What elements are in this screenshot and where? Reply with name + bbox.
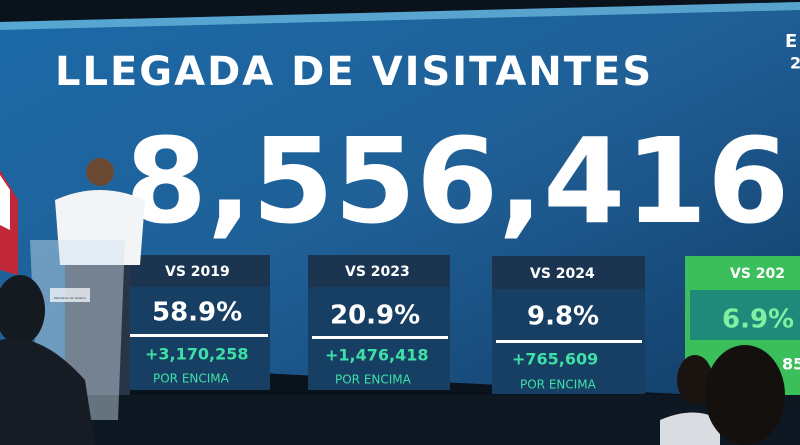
audience-body (0, 338, 95, 445)
head (86, 158, 114, 186)
title: LLEGADA DE VISITANTES (55, 49, 653, 95)
card-head (492, 256, 645, 289)
card-head (125, 255, 270, 287)
card-percent: 58.9% (152, 298, 242, 328)
card-head (308, 255, 450, 287)
screen-edge (0, 2, 800, 30)
card-percent: 9.8% (527, 302, 599, 332)
podium-logo (50, 288, 90, 302)
divider (312, 336, 448, 339)
card-label: VS 2024 (530, 266, 595, 282)
card-label: VS 2019 (165, 264, 230, 280)
total: 8,556,416 (125, 112, 789, 250)
card-label: VS 2023 (345, 264, 410, 280)
card: VS 2024 9.8% +765,609 POR ENCIMA (492, 256, 645, 394)
divider (496, 340, 642, 343)
card-note: POR ENCIMA (520, 378, 597, 392)
divider (130, 334, 268, 337)
card-percent: 20.9% (330, 301, 420, 331)
card-difference: +3,170,258 (145, 345, 249, 364)
shirt (55, 190, 145, 265)
card-note: POR ENCIMA (335, 373, 412, 387)
card-label: VS 202 (730, 266, 785, 282)
card-difference: +1,476,418 (325, 346, 429, 365)
podium-logo-text: Ministerio de Turismo (54, 296, 86, 300)
card-note: POR ENCIMA (153, 372, 230, 386)
audience-body (660, 412, 720, 445)
card-head (690, 290, 800, 340)
audience-head (0, 275, 45, 345)
flag-white (0, 175, 10, 230)
corner-text: E (785, 31, 797, 52)
audience-head (705, 345, 785, 445)
card: VS 2019 58.9% +3,170,258 POR ENCIMA (125, 255, 270, 390)
card-difference: 85 (782, 355, 800, 374)
corner-text: 2 (790, 54, 800, 73)
card: VS 2023 20.9% +1,476,418 POR ENCIMA (308, 255, 450, 390)
card-difference: +765,609 (512, 350, 598, 369)
card-percent: 6.9% (722, 305, 794, 335)
audience-head (677, 355, 713, 405)
